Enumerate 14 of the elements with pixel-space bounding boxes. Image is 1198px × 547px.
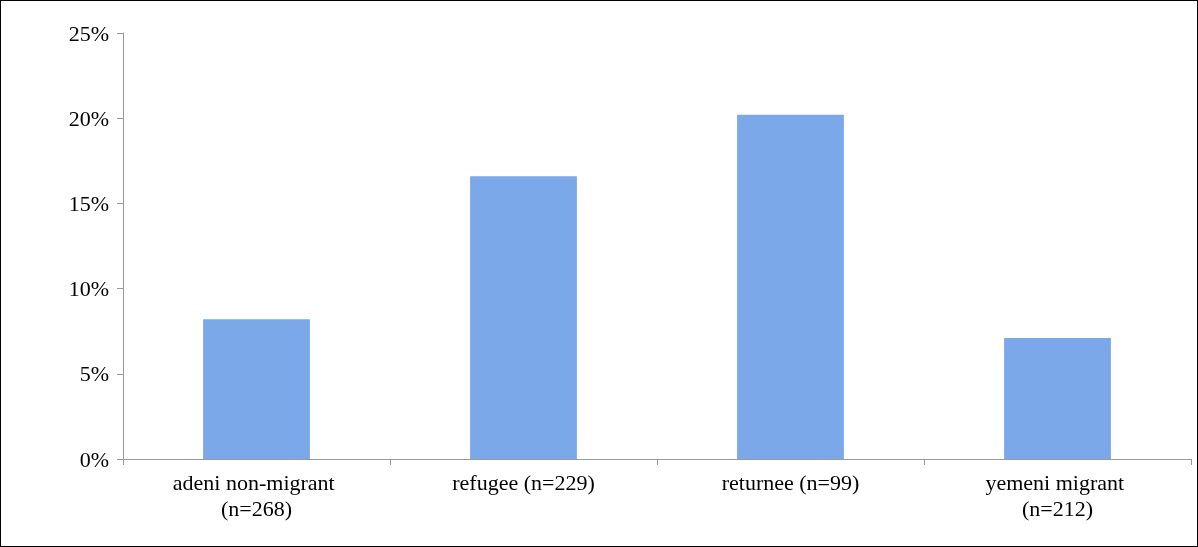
bar [203, 319, 310, 459]
x-tick-label: refugee (n=229) [452, 469, 595, 495]
x-tick-label: returnee (n=99) [721, 469, 860, 495]
y-tick-label: 20% [68, 105, 109, 131]
y-tick-label: 5% [79, 361, 109, 387]
x-tick-label: adeni non-migrant (n=268) [172, 469, 341, 521]
y-tick-label: 15% [68, 190, 109, 216]
y-tick-label: 0% [79, 446, 109, 472]
y-tick-label: 25% [68, 20, 109, 46]
y-tick-label: 10% [68, 276, 109, 302]
bar [737, 114, 844, 459]
x-tick-label: yemeni migrant (n=212) [985, 469, 1130, 521]
bar [1004, 338, 1111, 459]
bar [470, 176, 577, 459]
